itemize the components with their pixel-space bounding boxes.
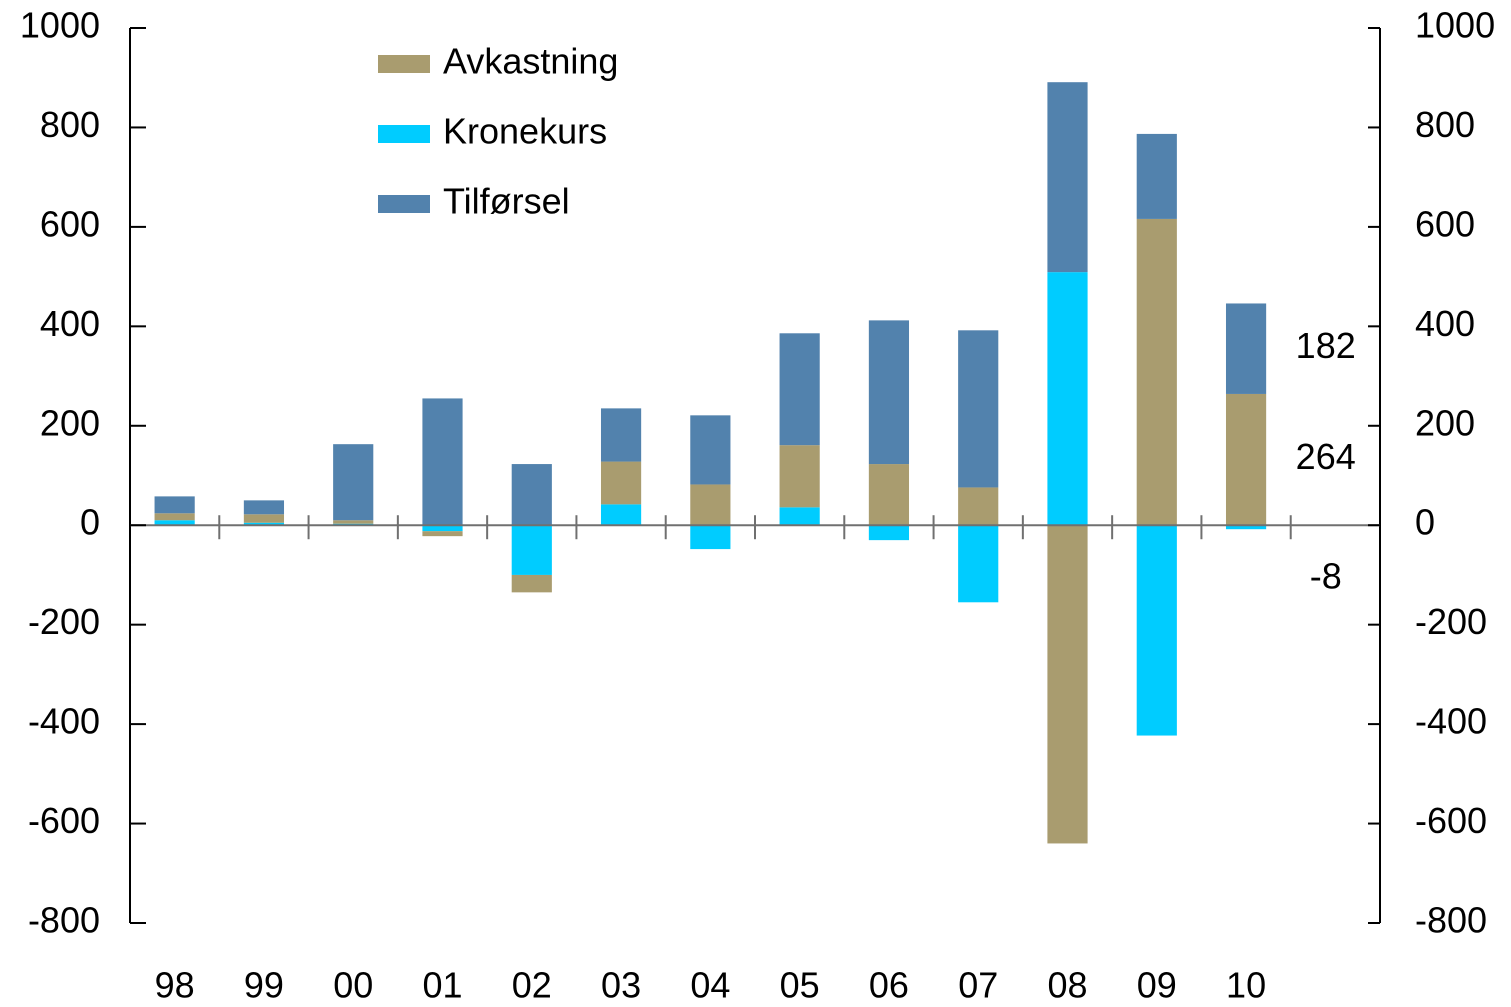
bar (1047, 525, 1088, 844)
x-tick-label: 06 (869, 965, 909, 1006)
y2-tick-label: 0 (1415, 502, 1435, 543)
bar (1225, 303, 1267, 394)
y2-tick-label: 1000 (1415, 5, 1495, 46)
x-tick-label: 08 (1047, 965, 1087, 1006)
y-tick-label: -800 (28, 900, 100, 941)
bar (600, 408, 642, 462)
bar (1136, 133, 1177, 219)
y2-tick-label: 800 (1415, 104, 1475, 145)
x-tick-label: 98 (155, 965, 195, 1006)
y-tick-label: 600 (40, 203, 100, 244)
bar (958, 525, 999, 603)
y-tick-label: 0 (80, 502, 100, 543)
bar (422, 531, 463, 537)
y-tick-label: -400 (28, 701, 100, 742)
x-tick-label: 02 (512, 965, 552, 1006)
data-label: -8 (1310, 556, 1342, 597)
bar (958, 487, 999, 526)
bar (243, 500, 285, 515)
bar (154, 496, 195, 514)
bar (690, 484, 731, 526)
bar (690, 525, 731, 550)
y-tick-label: 400 (40, 303, 100, 344)
bar (600, 461, 642, 505)
bar (1225, 393, 1267, 526)
legend-label: Tilførsel (443, 181, 570, 222)
y2-tick-label: -600 (1415, 800, 1487, 841)
y-tick-label: 200 (40, 402, 100, 443)
y-tick-label: -200 (28, 601, 100, 642)
bar (779, 445, 820, 508)
bar (1047, 272, 1088, 526)
bar (868, 320, 910, 465)
x-tick-label: 00 (333, 965, 373, 1006)
bar (333, 444, 374, 521)
y2-tick-label: -400 (1415, 701, 1487, 742)
x-tick-label: 09 (1137, 965, 1177, 1006)
bar (333, 520, 374, 524)
bar (1136, 218, 1177, 526)
bar (511, 464, 552, 526)
bar (243, 514, 285, 523)
legend-swatch (378, 195, 430, 213)
y2-tick-label: -200 (1415, 601, 1487, 642)
x-tick-label: 01 (422, 965, 462, 1006)
bar (779, 333, 820, 446)
y-tick-label: 800 (40, 104, 100, 145)
x-tick-label: 99 (244, 965, 284, 1006)
y2-tick-label: 400 (1415, 303, 1475, 344)
bar (154, 520, 195, 526)
bar (422, 398, 463, 526)
bar (779, 507, 820, 526)
data-label: 182 (1296, 325, 1356, 366)
bar (422, 525, 463, 532)
legend-swatch (378, 55, 430, 73)
x-tick-label: 05 (780, 965, 820, 1006)
bar (511, 525, 552, 575)
y2-tick-label: 600 (1415, 203, 1475, 244)
bar (868, 525, 910, 541)
x-tick-label: 03 (601, 965, 641, 1006)
y2-tick-label: 200 (1415, 402, 1475, 443)
x-tick-label: 04 (690, 965, 730, 1006)
legend-label: Avkastning (443, 41, 618, 82)
bar (690, 415, 731, 485)
bar (1047, 82, 1088, 273)
bar (958, 330, 999, 488)
bar (1136, 525, 1177, 736)
bar (1225, 525, 1267, 530)
bar (243, 522, 285, 526)
bar (600, 504, 642, 526)
bar (154, 513, 195, 521)
legend-swatch (378, 125, 430, 143)
y2-tick-label: -800 (1415, 900, 1487, 941)
y-tick-label: 1000 (20, 5, 100, 46)
bar (511, 574, 552, 593)
bar (868, 464, 910, 526)
y-tick-label: -600 (28, 800, 100, 841)
x-tick-label: 10 (1226, 965, 1266, 1006)
data-label: 264 (1296, 436, 1356, 477)
legend-label: Kronekurs (443, 111, 607, 152)
x-tick-label: 07 (958, 965, 998, 1006)
